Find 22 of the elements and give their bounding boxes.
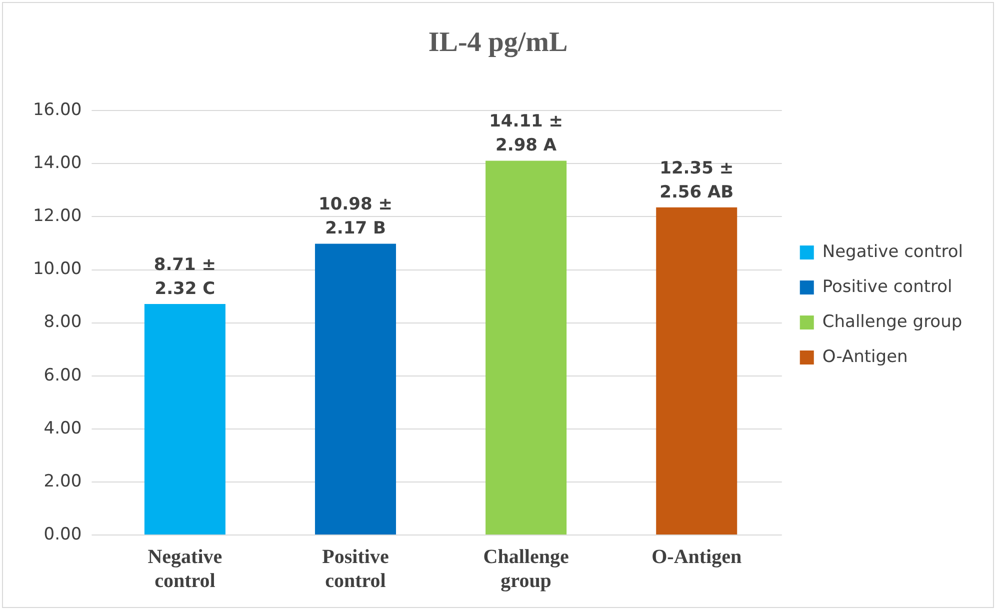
y-tick-label: 16.00	[32, 100, 82, 120]
data-label: 10.98 ± 2.17 B	[318, 194, 392, 239]
y-tick-label: 10.00	[32, 259, 82, 280]
legend-label: Positive control	[822, 276, 952, 297]
y-tick-label: 0.00	[44, 524, 82, 544]
x-tick-label: O-Antigen	[652, 546, 742, 568]
y-tick-label: 6.00	[44, 365, 82, 386]
x-tick-label: Challenge group	[483, 546, 569, 592]
legend-label: Challenge group	[822, 312, 962, 332]
chart-title: IL-4 pg/mL	[428, 27, 568, 58]
data-label: 8.71 ± 2.32 C	[154, 254, 216, 299]
x-tick-label: Positive control	[322, 546, 389, 592]
data-label: 12.35 ± 2.56 AB	[660, 158, 734, 202]
legend-label: O-Antigen	[822, 346, 908, 367]
legend-label: Negative control	[822, 242, 963, 262]
y-tick-label: 4.00	[44, 418, 82, 438]
y-tick-label: 8.00	[44, 312, 82, 332]
x-tick-label: Negative control	[148, 546, 222, 592]
y-tick-label: 14.00	[32, 153, 82, 174]
y-tick-label: 12.00	[32, 206, 82, 226]
y-tick-label: 2.00	[44, 471, 82, 492]
data-label: 14.11 ± 2.98 A	[489, 112, 564, 156]
